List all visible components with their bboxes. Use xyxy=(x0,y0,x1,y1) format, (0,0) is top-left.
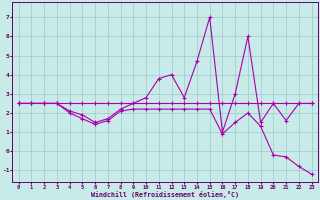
X-axis label: Windchill (Refroidissement éolien,°C): Windchill (Refroidissement éolien,°C) xyxy=(91,191,239,198)
